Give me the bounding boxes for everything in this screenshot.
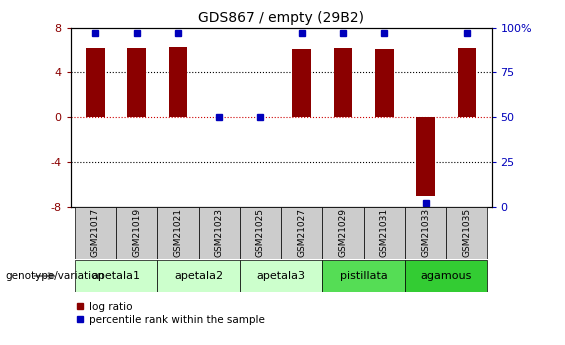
- Legend: log ratio, percentile rank within the sample: log ratio, percentile rank within the sa…: [76, 302, 265, 325]
- Text: genotype/variation: genotype/variation: [6, 271, 105, 281]
- Text: pistillata: pistillata: [340, 271, 388, 281]
- Text: GSM21029: GSM21029: [338, 208, 347, 257]
- Bar: [375, 49, 394, 117]
- Bar: [198, 207, 240, 259]
- Bar: [458, 48, 476, 117]
- Bar: [405, 207, 446, 259]
- Bar: [240, 260, 323, 292]
- Text: agamous: agamous: [420, 271, 472, 281]
- Bar: [157, 260, 240, 292]
- Text: GSM21025: GSM21025: [256, 208, 265, 257]
- Bar: [323, 207, 364, 259]
- Text: GSM21027: GSM21027: [297, 208, 306, 257]
- Bar: [446, 207, 488, 259]
- Bar: [86, 48, 105, 117]
- Text: GSM21021: GSM21021: [173, 208, 182, 257]
- Text: GSM21031: GSM21031: [380, 208, 389, 257]
- Text: GSM21017: GSM21017: [91, 208, 100, 257]
- Bar: [157, 207, 198, 259]
- Title: GDS867 / empty (29B2): GDS867 / empty (29B2): [198, 11, 364, 25]
- Bar: [168, 47, 187, 117]
- Bar: [334, 48, 352, 117]
- Text: GSM21035: GSM21035: [462, 208, 471, 257]
- Bar: [240, 207, 281, 259]
- Bar: [127, 48, 146, 117]
- Bar: [281, 207, 323, 259]
- Bar: [75, 207, 116, 259]
- Text: apetala3: apetala3: [257, 271, 306, 281]
- Bar: [116, 207, 157, 259]
- Text: GSM21023: GSM21023: [215, 208, 224, 257]
- Text: GSM21019: GSM21019: [132, 208, 141, 257]
- Bar: [75, 260, 157, 292]
- Text: apetala1: apetala1: [92, 271, 141, 281]
- Bar: [416, 117, 435, 196]
- Bar: [405, 260, 488, 292]
- Text: GSM21033: GSM21033: [421, 208, 430, 257]
- Bar: [293, 49, 311, 117]
- Text: apetala2: apetala2: [174, 271, 223, 281]
- Bar: [323, 260, 405, 292]
- Bar: [364, 207, 405, 259]
